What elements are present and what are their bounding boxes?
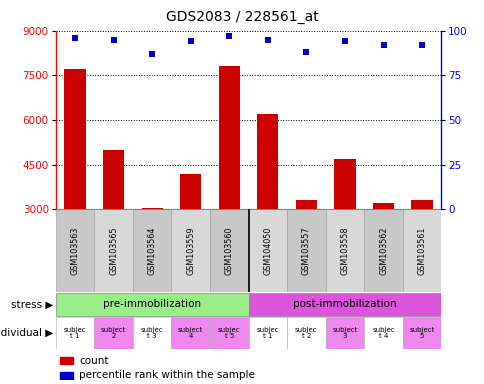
Bar — [56, 317, 94, 349]
Text: GSM103559: GSM103559 — [186, 226, 195, 275]
Text: subject
2: subject 2 — [101, 327, 126, 339]
Text: GSM103561: GSM103561 — [417, 227, 426, 275]
Point — [263, 36, 271, 43]
FancyBboxPatch shape — [94, 209, 133, 292]
Text: GSM103560: GSM103560 — [224, 227, 233, 275]
Text: GSM103564: GSM103564 — [147, 227, 156, 275]
FancyBboxPatch shape — [325, 209, 363, 292]
Point — [109, 36, 117, 43]
Bar — [210, 317, 248, 349]
Text: subjec
t 4: subjec t 4 — [371, 327, 394, 339]
Bar — [287, 317, 325, 349]
Text: stress ▶: stress ▶ — [11, 299, 53, 310]
Text: subjec
t 1: subjec t 1 — [63, 327, 86, 339]
Text: subject
3: subject 3 — [332, 327, 357, 339]
Point — [379, 42, 387, 48]
FancyBboxPatch shape — [287, 209, 325, 292]
Text: pre-immobilization: pre-immobilization — [103, 299, 201, 310]
Bar — [218, 66, 240, 209]
Point — [340, 38, 348, 45]
Bar — [64, 70, 86, 209]
Point — [302, 49, 310, 55]
FancyBboxPatch shape — [210, 209, 248, 292]
FancyBboxPatch shape — [363, 209, 402, 292]
Bar — [180, 174, 201, 209]
FancyBboxPatch shape — [402, 209, 440, 292]
Text: percentile rank within the sample: percentile rank within the sample — [79, 370, 254, 380]
Bar — [56, 293, 248, 316]
Text: count: count — [79, 356, 108, 366]
Text: GSM103565: GSM103565 — [109, 226, 118, 275]
FancyBboxPatch shape — [248, 209, 287, 292]
Point — [71, 35, 79, 41]
Text: subject
5: subject 5 — [408, 327, 434, 339]
Text: GSM104050: GSM104050 — [263, 227, 272, 275]
Point — [148, 51, 156, 57]
Bar — [60, 372, 73, 379]
Point — [417, 42, 425, 48]
Bar — [325, 317, 363, 349]
Bar — [133, 317, 171, 349]
FancyBboxPatch shape — [133, 209, 171, 292]
FancyBboxPatch shape — [56, 209, 94, 292]
Bar — [171, 317, 210, 349]
Bar — [333, 159, 355, 209]
Text: GSM103558: GSM103558 — [340, 226, 349, 275]
Bar — [141, 208, 163, 209]
Text: subjec
t 3: subjec t 3 — [140, 327, 163, 339]
Bar — [372, 204, 393, 209]
Bar — [103, 150, 124, 209]
Bar — [60, 357, 73, 364]
Text: GDS2083 / 228561_at: GDS2083 / 228561_at — [166, 10, 318, 23]
Bar — [248, 317, 287, 349]
Bar — [402, 317, 440, 349]
Bar — [363, 317, 402, 349]
Text: subjec
t 2: subjec t 2 — [294, 327, 317, 339]
FancyBboxPatch shape — [171, 209, 210, 292]
Bar — [248, 293, 440, 316]
Bar — [295, 200, 317, 209]
Point — [225, 33, 233, 39]
Text: GSM103562: GSM103562 — [378, 226, 387, 275]
Text: post-immobilization: post-immobilization — [292, 299, 396, 310]
Text: GSM103563: GSM103563 — [70, 227, 79, 275]
Text: GSM103557: GSM103557 — [301, 226, 310, 275]
Text: subjec
t 5: subjec t 5 — [217, 327, 240, 339]
Bar — [410, 200, 432, 209]
Point — [186, 38, 194, 45]
Text: subject
4: subject 4 — [178, 327, 203, 339]
Bar — [257, 114, 278, 209]
Text: individual ▶: individual ▶ — [0, 328, 53, 338]
Text: subjec
t 1: subjec t 1 — [256, 327, 279, 339]
Bar — [94, 317, 133, 349]
